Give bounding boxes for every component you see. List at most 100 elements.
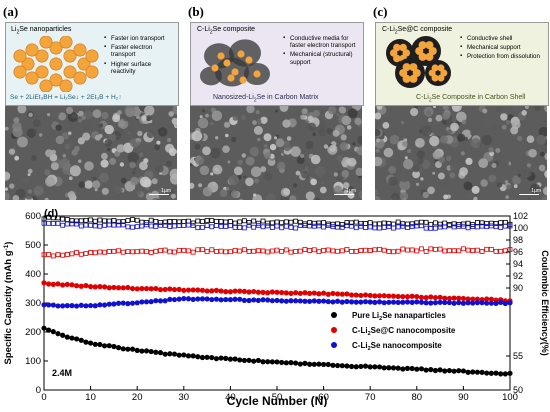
sem-grain [263, 144, 268, 148]
data-point [325, 221, 331, 227]
data-point [74, 303, 80, 309]
sem-grain [45, 176, 56, 187]
sem-grain [319, 186, 327, 194]
sem-grain [435, 114, 443, 122]
data-point [246, 249, 252, 254]
sem-grain [289, 195, 297, 200]
sem-grain [117, 110, 122, 115]
data-point [232, 247, 238, 253]
sem-grain [399, 194, 405, 199]
sem-grain [151, 178, 158, 185]
sem-grain [339, 142, 349, 151]
sem-grain [104, 124, 114, 135]
data-point [41, 220, 47, 226]
data-point [358, 299, 364, 305]
data-point [60, 282, 66, 288]
sem-grain [249, 146, 260, 157]
data-point [204, 288, 210, 294]
sem-grain [243, 175, 247, 179]
data-point [74, 218, 80, 224]
data-point [405, 247, 410, 253]
data-point [484, 300, 490, 306]
x-axis-label: Cycle Number (N) [227, 394, 328, 407]
data-point [414, 293, 420, 300]
sem-grain [5, 187, 8, 191]
data-point [134, 347, 140, 353]
data-point [423, 295, 429, 301]
carbon-shell [411, 36, 441, 66]
bullet-item: Mechanical (structural) support [283, 51, 363, 65]
sem-grain [426, 110, 432, 116]
sem-grain [422, 191, 429, 199]
sem-grain [165, 160, 172, 167]
sem-grain [477, 195, 482, 200]
li2se-particle [245, 56, 253, 64]
data-point [227, 297, 233, 303]
y-tick-label: 300 [25, 298, 41, 309]
data-point [200, 224, 205, 230]
series [41, 246, 513, 259]
data-point [498, 220, 504, 226]
sem-texture [375, 106, 547, 200]
data-point [162, 219, 168, 225]
data-point [162, 222, 168, 228]
sem-grain [31, 155, 37, 161]
nanoparticle [35, 65, 49, 79]
y-right-tick-label: 94 [513, 259, 523, 269]
data-point [92, 341, 98, 347]
sem-grain [240, 114, 247, 121]
y-tick-label: 200 [25, 327, 41, 338]
data-point [353, 299, 359, 305]
li2se-particle [409, 74, 418, 83]
y-right-tick-label: 102 [513, 211, 528, 221]
sem-grain [51, 149, 56, 155]
data-point [353, 225, 359, 231]
data-point [386, 293, 392, 299]
sem-grain [544, 169, 547, 179]
data-point [186, 248, 191, 254]
sem-grain [403, 159, 414, 170]
sem-grain [114, 150, 121, 157]
data-point [209, 247, 215, 253]
data-point [484, 221, 490, 226]
data-point [474, 247, 480, 253]
data-point [50, 221, 56, 226]
panel-b: (b) C-Li2Se composite Conductive media f… [188, 4, 364, 204]
sem-grain [301, 143, 307, 149]
data-point [279, 298, 285, 304]
data-point [381, 220, 387, 226]
x-tick-label: 60 [318, 392, 329, 403]
data-point [200, 219, 205, 224]
data-point [125, 224, 131, 230]
sem-grain [275, 109, 279, 113]
data-point [181, 247, 187, 253]
sem-grain [544, 153, 547, 161]
data-point [372, 225, 378, 231]
data-point [246, 222, 252, 228]
data-point [321, 290, 327, 296]
data-point [344, 363, 350, 369]
data-point [414, 248, 420, 254]
legend-marker [331, 327, 337, 333]
data-point [479, 220, 485, 226]
data-point [442, 368, 448, 374]
data-point [470, 248, 476, 253]
panel-c: (c) C-Li2Se@C composite Conductive shell… [373, 4, 549, 204]
sem-grain [329, 144, 336, 152]
data-point [83, 339, 89, 345]
sem-grain [307, 122, 317, 132]
data-point [404, 365, 411, 371]
data-point [120, 300, 126, 306]
data-point [167, 286, 173, 292]
sem-grain [238, 198, 244, 200]
data-point [251, 248, 257, 254]
data-point [260, 289, 266, 295]
data-point [162, 247, 168, 253]
data-point [237, 248, 243, 254]
sem-grain [109, 157, 117, 165]
data-point [325, 361, 331, 368]
data-point [358, 292, 364, 299]
sem-grain [117, 118, 129, 130]
sem-grain [68, 176, 73, 181]
sem-grain [205, 113, 209, 118]
